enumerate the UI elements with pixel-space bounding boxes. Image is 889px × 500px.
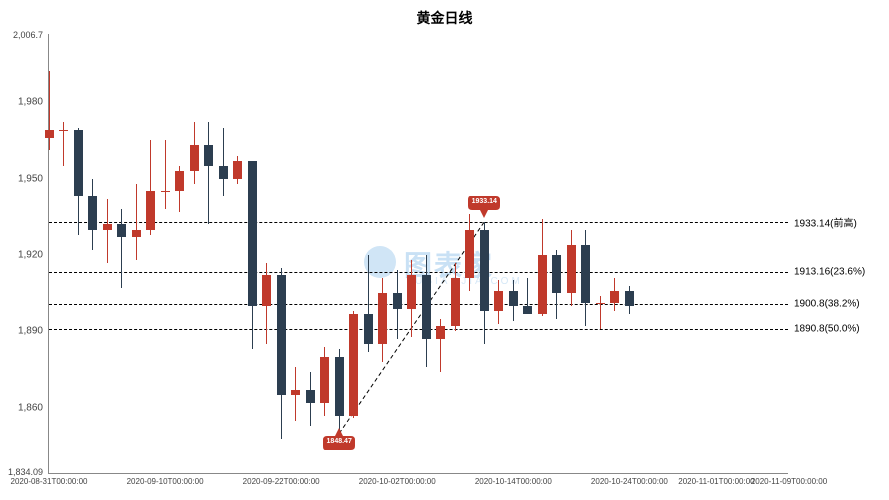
candle-body — [378, 293, 387, 344]
candle-body — [364, 314, 373, 345]
x-tick-label: 2020-09-22T00:00:00 — [243, 473, 320, 486]
candle-wick — [208, 122, 209, 224]
price-marker: 1848.47 — [321, 426, 357, 452]
candle-body — [277, 275, 286, 395]
chart-container: 黄金日线 图表家 TUBIAOJIA.COM 2,006.71,834.091,… — [0, 0, 889, 500]
fib-line — [49, 222, 788, 223]
plot-area: 图表家 TUBIAOJIA.COM 2,006.71,834.091,8601,… — [48, 34, 788, 474]
candle-body — [204, 145, 213, 165]
x-tick-label: 2020-10-14T00:00:00 — [475, 473, 552, 486]
candle-body — [538, 255, 547, 314]
x-tick-label: 2020-09-10T00:00:00 — [127, 473, 204, 486]
x-tick-label: 2020-08-31T00:00:00 — [11, 473, 88, 486]
y-tick-label: 1,980 — [18, 97, 49, 108]
fib-label: 1890.8(50.0%) — [788, 324, 860, 335]
candle-wick — [136, 184, 137, 260]
y-tick-label: 1,890 — [18, 326, 49, 337]
candle-body — [161, 191, 170, 192]
candle-body — [132, 230, 141, 238]
candle-body — [480, 230, 489, 312]
candle-body — [407, 275, 416, 308]
x-tick-label: 2020-10-02T00:00:00 — [359, 473, 436, 486]
candle-body — [625, 291, 634, 306]
candle-wick — [600, 296, 601, 329]
candle-body — [175, 171, 184, 191]
candle-body — [422, 275, 431, 339]
candle-body — [335, 357, 344, 416]
candle-body — [306, 390, 315, 403]
candle-body — [581, 245, 590, 304]
x-tick-label: 2020-10-24T00:00:00 — [591, 473, 668, 486]
candle-body — [59, 130, 68, 131]
candle-body — [233, 161, 242, 179]
x-tick-label: 2020-11-01T00:00:00 — [678, 473, 754, 486]
y-tick-label: 1,860 — [18, 402, 49, 413]
candle-body — [567, 245, 576, 293]
candle-body — [45, 130, 54, 138]
candle-wick — [121, 209, 122, 288]
candle-wick — [49, 71, 50, 150]
candle-body — [494, 291, 503, 311]
candle-body — [262, 275, 271, 306]
y-max-label: 2,006.7 — [13, 30, 49, 40]
candle-body — [291, 390, 300, 395]
candle-body — [320, 357, 329, 403]
candle-body — [88, 196, 97, 229]
candle-wick — [223, 128, 224, 197]
candle-wick — [165, 140, 166, 209]
fib-line — [49, 329, 788, 330]
candle-body — [509, 291, 518, 306]
candle-body — [117, 224, 126, 237]
candle-body — [465, 230, 474, 278]
candle-body — [451, 278, 460, 326]
fib-line — [49, 304, 788, 305]
candle-body — [523, 306, 532, 314]
candle-body — [248, 161, 257, 306]
candle-body — [552, 255, 561, 293]
marker-label: 1933.14 — [466, 198, 502, 205]
candle-wick — [63, 122, 64, 165]
candle-body — [596, 303, 605, 304]
candle-body — [103, 224, 112, 229]
candle-body — [146, 191, 155, 229]
price-marker: 1933.14 — [466, 194, 502, 220]
candle-body — [190, 145, 199, 170]
fib-label: 1913.16(23.6%) — [788, 267, 865, 278]
x-tick-label: 2020-11-09T00:00:00 — [751, 473, 827, 486]
candle-body — [436, 326, 445, 339]
fib-label: 1933.14(前高) — [788, 214, 857, 229]
y-tick-label: 1,950 — [18, 173, 49, 184]
fib-line — [49, 272, 788, 273]
candle-wick — [107, 199, 108, 263]
candle-body — [74, 130, 83, 196]
y-tick-label: 1,920 — [18, 250, 49, 261]
candle-body — [349, 314, 358, 416]
chart-title: 黄金日线 — [0, 8, 889, 28]
candle-body — [393, 293, 402, 308]
candle-body — [219, 166, 228, 179]
marker-label: 1848.47 — [321, 438, 357, 445]
fib-label: 1900.8(38.2%) — [788, 298, 860, 309]
candle-body — [610, 291, 619, 304]
